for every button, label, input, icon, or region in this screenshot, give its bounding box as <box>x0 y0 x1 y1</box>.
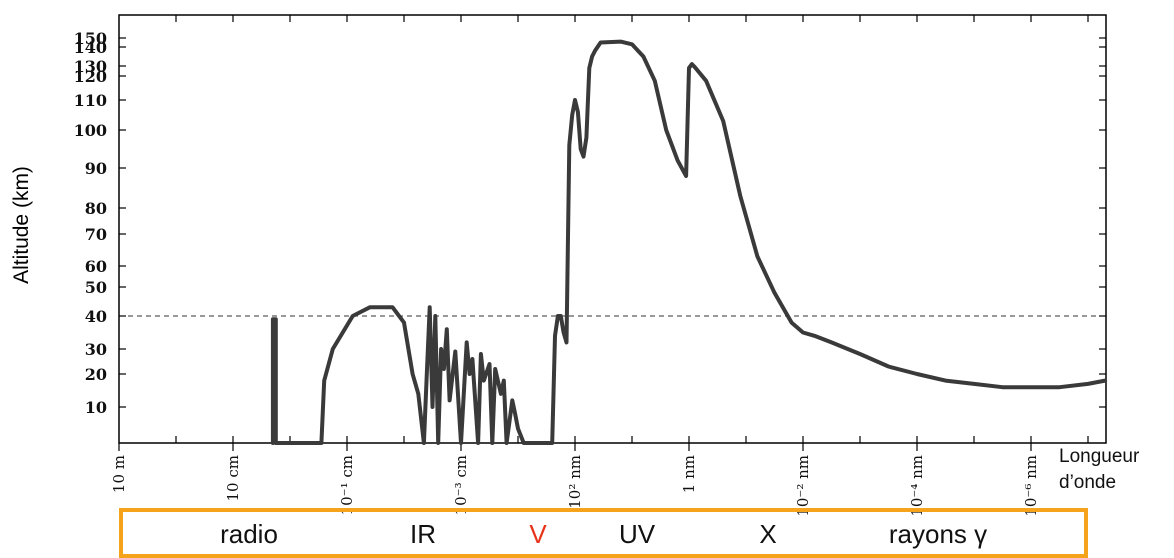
plot-frame <box>118 14 1107 444</box>
absorption-altitude-line <box>270 39 1108 445</box>
band-uv: UV <box>618 519 656 549</box>
band-radio: radio <box>220 519 278 549</box>
y-tick-label: 50 <box>85 278 107 297</box>
y-tick-label: 60 <box>85 257 107 276</box>
band-gamma: rayons γ <box>888 519 988 549</box>
x-axis-label: Longueur d’onde <box>1059 444 1174 496</box>
y-tick-label: 140 <box>74 38 107 57</box>
y-tick-label: 150 <box>74 29 107 48</box>
y-tick-label: 90 <box>85 159 107 178</box>
x-ticks: 10 m 10 cm 10⁻¹ cm 10⁻³ cm 10² nm 1 nm 10⁻² nm… <box>110 15 1089 517</box>
axes-frame <box>118 14 1107 444</box>
x-tick-label: 10⁻¹ cm <box>338 455 356 515</box>
band-x: X <box>759 519 777 549</box>
y-tick-label: 80 <box>85 199 107 218</box>
band-ir: IR <box>410 519 436 549</box>
y-axis-label-wrap: Altitude (km) <box>0 60 44 390</box>
y-tick-label: 40 <box>85 307 107 326</box>
x-axis-label-line-2: d’onde <box>1059 472 1117 493</box>
x-axis-label-line-1: Longueur <box>1059 446 1140 467</box>
x-tick-label: 10⁻⁴ nm <box>908 455 926 517</box>
y-tick-label: 110 <box>74 91 107 110</box>
y-tick-label: 130 <box>74 57 107 76</box>
x-tick-label: 10 m <box>110 455 128 493</box>
y-axis-label: Altitude (km) <box>10 166 33 284</box>
y-tick-label: 70 <box>85 225 107 244</box>
x-tick-label: 10⁻⁶ nm <box>1022 455 1040 517</box>
y-tick-label: 30 <box>85 340 107 359</box>
x-tick-label: 10² nm <box>566 455 584 509</box>
band-visible: V <box>529 519 547 549</box>
y-tick-label: 120 <box>74 67 107 86</box>
y-tick-label: 100 <box>74 121 107 140</box>
x-tick-label: 10⁻² nm <box>794 455 812 517</box>
y-tick-label: 10 <box>85 398 107 417</box>
x-tick-label: 1 nm <box>680 455 698 493</box>
y-tick-label: 20 <box>85 365 107 384</box>
x-tick-label: 10 cm <box>224 455 242 501</box>
x-tick-label: 10⁻³ cm <box>452 455 470 515</box>
series-group <box>270 39 1108 445</box>
